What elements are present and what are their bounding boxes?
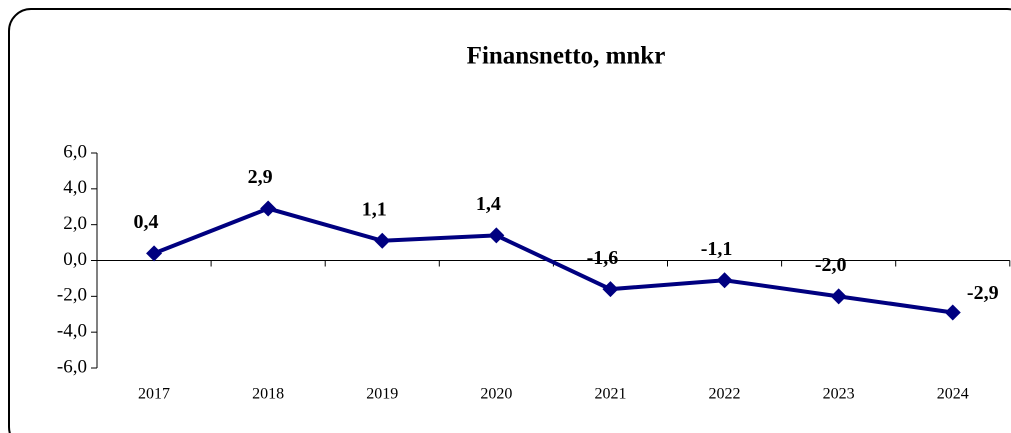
y-tick-label: 2,0 — [63, 213, 87, 234]
data-label: -1,6 — [587, 247, 619, 269]
data-label: 2,9 — [248, 166, 273, 188]
data-point — [260, 200, 277, 217]
data-label: 1,1 — [362, 198, 387, 220]
series-line — [153, 206, 954, 315]
data-label: -2,9 — [967, 282, 999, 304]
data-point — [830, 288, 847, 305]
x-tick-label: 2022 — [709, 386, 741, 403]
data-point — [488, 227, 505, 244]
data-label: -1,1 — [701, 238, 733, 260]
data-point — [374, 232, 391, 249]
chart-title: Finansnetto, mnkr — [467, 43, 666, 70]
data-point — [602, 281, 619, 298]
data-point — [944, 304, 961, 321]
x-tick-label: 2021 — [594, 386, 626, 403]
x-tick-label: 2018 — [252, 386, 284, 403]
y-tick-label: -6,0 — [57, 356, 87, 377]
data-point — [716, 272, 733, 289]
x-tick-label: 2019 — [366, 386, 398, 403]
data-label: 1,4 — [476, 193, 501, 215]
data-point — [146, 245, 163, 262]
x-tick-label: 2023 — [823, 386, 855, 403]
y-tick-label: -4,0 — [57, 321, 87, 342]
y-tick-label: -2,0 — [57, 285, 87, 306]
x-tick-label: 2020 — [480, 386, 512, 403]
y-tick-label: 6,0 — [63, 141, 87, 162]
data-label: 0,4 — [134, 211, 159, 233]
x-tick-label: 2024 — [937, 386, 969, 403]
chart-frame — [8, 8, 1011, 433]
x-tick-label: 2017 — [138, 386, 170, 403]
data-label: -2,0 — [815, 254, 847, 276]
y-tick-label: 0,0 — [63, 249, 87, 270]
y-tick-label: 4,0 — [63, 177, 87, 198]
